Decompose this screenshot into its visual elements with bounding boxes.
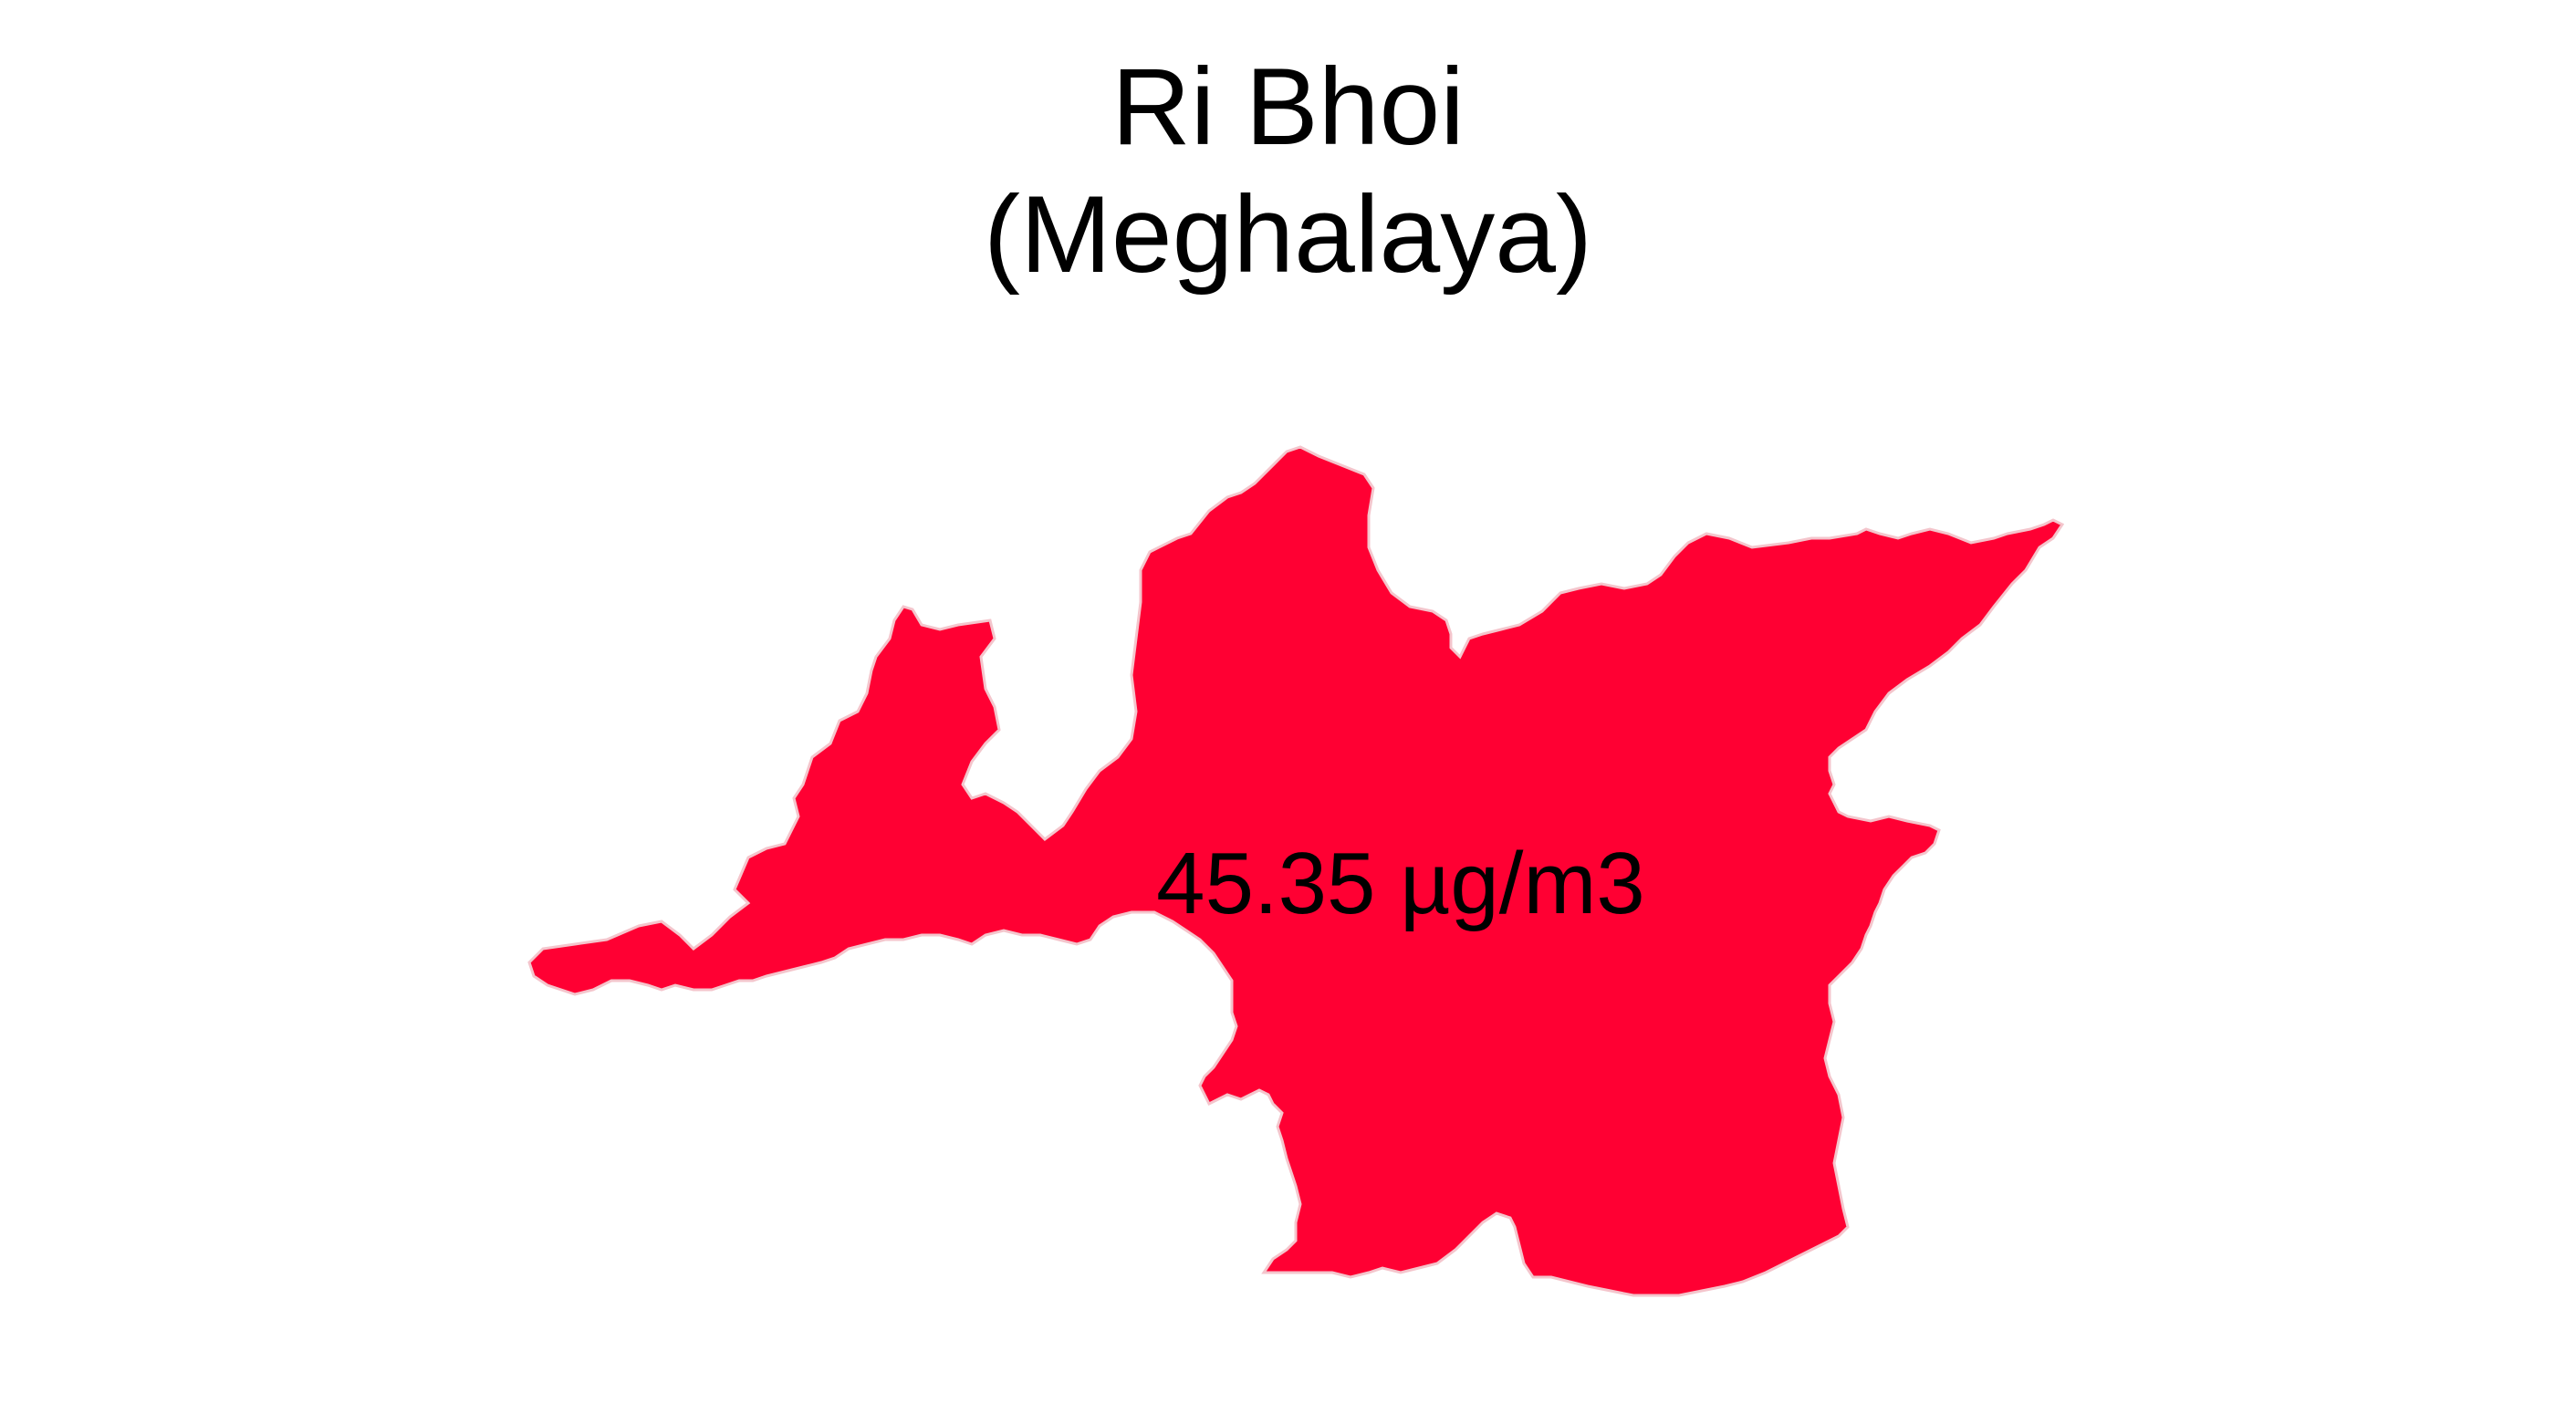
state-name: (Meghalaya) — [984, 173, 1592, 296]
pollution-value-label: 45.35 µg/m3 — [1156, 835, 1645, 932]
district-name: Ri Bhoi — [1111, 46, 1465, 168]
map-title: Ri Bhoi (Meghalaya) — [0, 46, 2576, 296]
district-region[interactable] — [527, 445, 2065, 1297]
